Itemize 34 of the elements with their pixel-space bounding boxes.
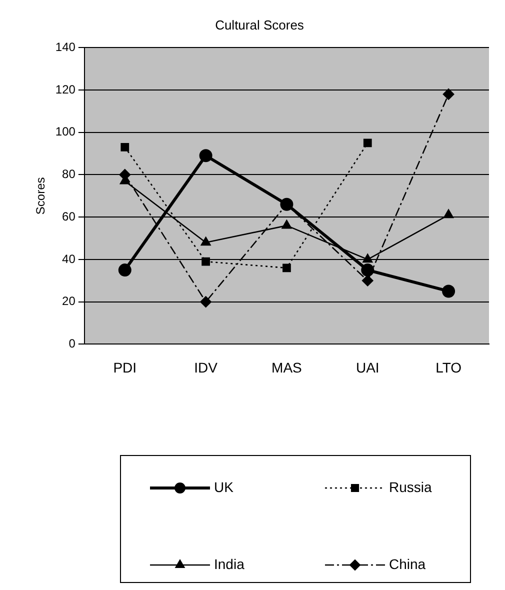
y-tick-label: 100 [55,124,76,139]
legend-label: India [214,556,245,572]
point [362,274,374,286]
y-tick-label: 140 [55,40,76,54]
point [282,264,291,272]
legend-label: Russia [389,478,432,495]
point [361,264,374,277]
point [362,254,373,263]
y-tick-label: 80 [62,167,76,182]
y-axis-title: Scores [34,177,48,215]
point [202,257,210,266]
y-tick-label: 40 [62,252,76,266]
x-tick-label: PDI [113,359,137,376]
x-tick-label: UAI [356,359,380,376]
y-tick-label: 0 [68,336,76,351]
x-tick-label: IDV [194,359,218,376]
y-tick-label: 60 [62,209,76,224]
legend-label: UK [214,478,234,495]
point [200,236,211,246]
point [363,138,372,148]
legend-label: China [389,556,426,572]
point [118,264,132,277]
point [282,220,292,229]
point [444,209,454,218]
x-tick-label: MAS [272,359,302,376]
y-tick-label: 120 [55,82,76,96]
point [120,142,130,152]
y-tick-label: 20 [62,294,76,308]
point [442,284,456,298]
point [200,296,212,308]
x-tick-label: LTO [436,359,462,376]
chart-title: Cultural Scores [215,17,304,32]
point [442,88,454,100]
point [199,149,212,162]
